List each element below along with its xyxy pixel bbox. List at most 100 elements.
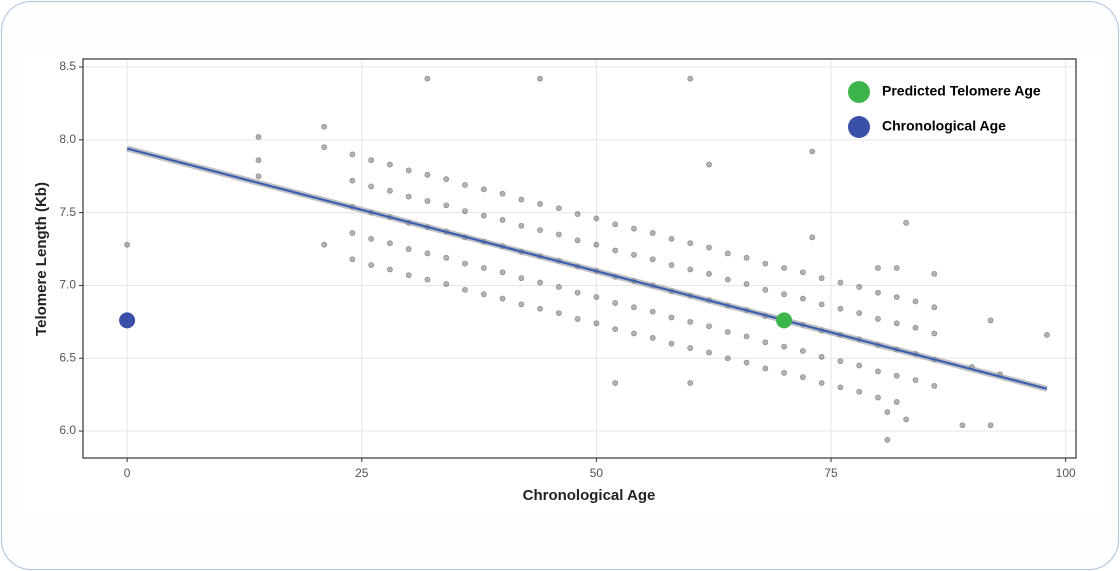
data-point — [687, 266, 694, 273]
data-point — [903, 416, 910, 423]
data-point — [743, 254, 750, 261]
data-point — [124, 241, 131, 248]
data-point — [781, 291, 788, 298]
data-point — [368, 262, 375, 268]
data-point — [799, 374, 806, 381]
data-point — [781, 369, 788, 376]
data-point — [856, 362, 863, 369]
data-point — [480, 291, 487, 298]
data-point — [837, 279, 844, 286]
data-point — [349, 256, 356, 263]
data-point — [424, 276, 431, 283]
data-point — [856, 388, 863, 395]
data-point — [321, 123, 328, 130]
data-point — [799, 348, 806, 354]
data-point — [555, 205, 562, 212]
data-point — [799, 269, 806, 276]
data-point — [555, 310, 562, 317]
data-point — [593, 294, 600, 300]
data-point — [837, 358, 844, 365]
data-point — [724, 276, 731, 283]
data-point — [856, 310, 863, 317]
data-point — [574, 289, 581, 296]
data-point — [574, 211, 581, 217]
data-point — [912, 377, 919, 383]
data-point — [987, 317, 994, 324]
data-point — [612, 380, 619, 386]
data-point — [255, 134, 262, 140]
highlight-point — [119, 312, 136, 329]
data-point — [612, 247, 619, 254]
data-point — [818, 353, 825, 360]
data-point — [462, 182, 468, 188]
data-point — [555, 283, 562, 290]
data-point — [931, 383, 938, 389]
data-point — [668, 340, 675, 347]
data-point — [574, 316, 581, 322]
legend-label: Predicted Telomere Age — [882, 83, 1041, 99]
data-point — [668, 262, 675, 268]
x-tick-label: 75 — [824, 466, 838, 480]
data-point — [518, 222, 525, 229]
data-point — [818, 275, 825, 282]
data-point — [480, 186, 487, 193]
y-tick-label: 8.5 — [59, 59, 76, 73]
data-point — [499, 295, 506, 302]
data-point — [462, 260, 468, 267]
data-point — [499, 217, 506, 223]
data-point — [781, 343, 788, 350]
data-point — [781, 265, 788, 271]
x-tick-label: 25 — [355, 466, 369, 480]
data-point — [424, 171, 431, 178]
data-point — [462, 286, 468, 293]
data-point — [321, 241, 328, 248]
data-point — [649, 256, 656, 263]
data-point — [593, 241, 600, 248]
data-point — [255, 173, 262, 180]
data-point — [443, 202, 450, 209]
data-point — [368, 157, 375, 164]
data-point — [818, 380, 825, 386]
data-point — [631, 225, 637, 232]
data-point — [368, 183, 375, 190]
data-point — [518, 196, 525, 203]
legend-marker — [848, 81, 870, 103]
data-point — [724, 250, 731, 257]
data-point — [724, 329, 731, 335]
data-point — [762, 260, 769, 267]
y-tick-label: 6.5 — [59, 350, 76, 364]
data-point — [893, 294, 900, 300]
data-point — [593, 215, 600, 222]
data-point — [875, 265, 881, 271]
data-point — [443, 176, 450, 183]
data-point — [499, 269, 506, 276]
data-point — [884, 436, 891, 443]
data-point — [875, 289, 881, 296]
data-point — [875, 368, 881, 375]
data-point — [405, 167, 412, 174]
data-point — [706, 161, 712, 168]
data-point — [387, 161, 393, 168]
data-point — [499, 190, 506, 197]
data-point — [668, 314, 675, 321]
data-point — [809, 234, 816, 241]
data-point — [537, 200, 543, 207]
data-point — [687, 380, 694, 386]
data-point — [321, 144, 328, 151]
data-point — [405, 272, 412, 279]
x-tick-label: 100 — [1056, 466, 1076, 480]
data-point — [893, 399, 900, 405]
data-point — [443, 254, 450, 261]
data-point — [809, 148, 816, 155]
data-point — [1044, 332, 1050, 338]
data-point — [612, 300, 619, 306]
x-tick-label: 0 — [124, 466, 131, 480]
highlight-point — [776, 312, 793, 329]
data-point — [649, 230, 656, 236]
data-point — [424, 75, 431, 82]
data-point — [706, 323, 712, 330]
data-point — [631, 251, 637, 258]
data-point — [743, 333, 750, 340]
data-point — [555, 231, 562, 238]
